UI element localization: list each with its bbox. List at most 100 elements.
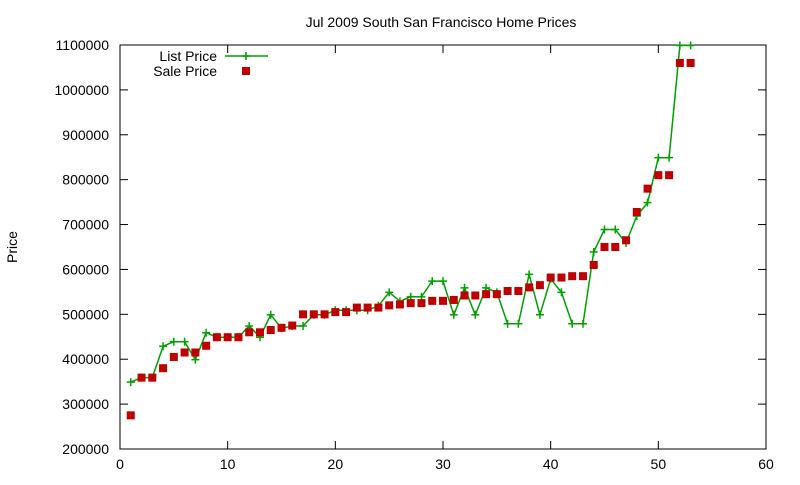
y-tick-label: 700000 bbox=[62, 217, 109, 233]
list-price-point bbox=[180, 337, 189, 346]
y-tick-label: 900000 bbox=[62, 127, 109, 143]
sale-price-point bbox=[191, 348, 200, 357]
y-tick-label: 1100000 bbox=[56, 37, 110, 53]
sale-price-point bbox=[471, 291, 480, 300]
list-price-point bbox=[686, 41, 695, 50]
list-price-point bbox=[535, 310, 544, 319]
sale-price-point bbox=[406, 299, 415, 308]
x-tick-label: 50 bbox=[651, 456, 667, 472]
sale-price-point bbox=[169, 352, 178, 361]
list-price-point bbox=[202, 328, 211, 337]
y-tick-label: 500000 bbox=[62, 306, 109, 322]
y-tick-label: 1000000 bbox=[54, 82, 109, 98]
legend-entry-list-price: List Price bbox=[159, 48, 268, 64]
sale-price-point bbox=[309, 310, 318, 319]
series-layer bbox=[126, 41, 695, 420]
sale-price-point bbox=[234, 333, 243, 342]
sale-price-point bbox=[514, 286, 523, 295]
list-price-point bbox=[299, 322, 308, 331]
sale-price-point bbox=[675, 58, 684, 67]
sale-price-point bbox=[299, 310, 308, 319]
sale-price-point bbox=[611, 243, 620, 251]
sale-price-point bbox=[374, 303, 383, 312]
sale-price-point bbox=[255, 328, 264, 337]
list-price-point bbox=[514, 319, 523, 328]
x-tick-label: 30 bbox=[435, 456, 451, 472]
sale-price-point bbox=[277, 323, 286, 332]
sale-price-point bbox=[546, 273, 555, 282]
y-tick-label: 600000 bbox=[62, 261, 109, 277]
sale-price-point bbox=[439, 296, 447, 305]
sale-price-point bbox=[148, 373, 157, 382]
sale-price-point bbox=[643, 184, 652, 193]
sale-price-point bbox=[212, 333, 221, 342]
legend-label-list-price: List Price bbox=[159, 48, 217, 64]
sale-price-point bbox=[686, 58, 695, 67]
x-tick-label: 40 bbox=[543, 456, 559, 472]
sale-price-point bbox=[492, 290, 501, 299]
x-tick-label: 0 bbox=[116, 456, 124, 472]
list-price-point bbox=[578, 319, 587, 328]
list-price-point bbox=[169, 337, 178, 346]
list-price-point bbox=[428, 277, 437, 286]
list-price-point bbox=[385, 288, 394, 297]
plot-frame bbox=[119, 44, 767, 450]
list-price-point bbox=[471, 310, 480, 319]
sale-price-point bbox=[245, 328, 254, 337]
list-price-point bbox=[675, 41, 684, 50]
sale-price-point bbox=[568, 272, 577, 281]
list-price-point bbox=[557, 288, 566, 297]
y-tick-label: 400000 bbox=[62, 351, 109, 367]
sale-price-point bbox=[202, 341, 211, 350]
list-price-point bbox=[126, 378, 135, 387]
x-tick-label: 60 bbox=[758, 456, 774, 472]
list-price-point bbox=[643, 198, 652, 207]
list-price-point bbox=[439, 277, 447, 286]
sale-price-point bbox=[665, 171, 674, 180]
sale-price-point bbox=[385, 301, 394, 310]
list-price-point bbox=[600, 225, 609, 234]
sale-price-point bbox=[266, 326, 275, 335]
sale-price-point bbox=[320, 310, 329, 319]
list-price-point bbox=[568, 319, 577, 328]
sale-price-point bbox=[449, 295, 458, 304]
x-axis-ticks: 0 10 20 30 40 50 60 bbox=[116, 45, 774, 472]
sale-price-point bbox=[137, 373, 146, 382]
list-price-point bbox=[503, 319, 512, 328]
y-axis-ticks: 200000 300000 400000 500000 600000 700000 8000… bbox=[54, 37, 766, 457]
sale-price-point bbox=[632, 207, 641, 216]
list-price-point bbox=[525, 270, 534, 279]
list-price-point bbox=[449, 310, 458, 319]
y-tick-label: 300000 bbox=[62, 396, 109, 412]
sale-price-point bbox=[654, 171, 663, 180]
sale-price-point bbox=[557, 273, 566, 282]
sale-price-point bbox=[535, 281, 544, 290]
sale-price-point bbox=[460, 291, 469, 300]
sale-price-point bbox=[482, 290, 491, 299]
sale-price-point bbox=[126, 411, 135, 420]
legend-entry-sale-price: Sale Price bbox=[153, 63, 250, 79]
y-axis-label: Price bbox=[4, 231, 20, 263]
list-price-line bbox=[130, 44, 691, 383]
plot-border bbox=[119, 44, 767, 450]
sale-price-point bbox=[525, 283, 534, 292]
list-price-point bbox=[460, 283, 469, 292]
sale-price-point bbox=[589, 260, 598, 269]
sale-price-point bbox=[622, 236, 631, 245]
legend-swatch-square bbox=[242, 67, 250, 75]
list-price-point bbox=[611, 225, 620, 234]
legend-label-sale-price: Sale Price bbox=[153, 63, 217, 79]
list-price-point bbox=[654, 153, 663, 162]
x-tick-label: 20 bbox=[328, 456, 344, 472]
sale-price-point bbox=[363, 303, 372, 312]
sale-price-point bbox=[503, 286, 512, 295]
sale-price-point bbox=[395, 300, 404, 309]
sale-price-point bbox=[223, 333, 232, 342]
list-price-point bbox=[589, 247, 598, 256]
y-tick-label: 200000 bbox=[62, 441, 109, 457]
sale-price-point bbox=[342, 308, 351, 317]
sale-price-point bbox=[159, 364, 168, 373]
